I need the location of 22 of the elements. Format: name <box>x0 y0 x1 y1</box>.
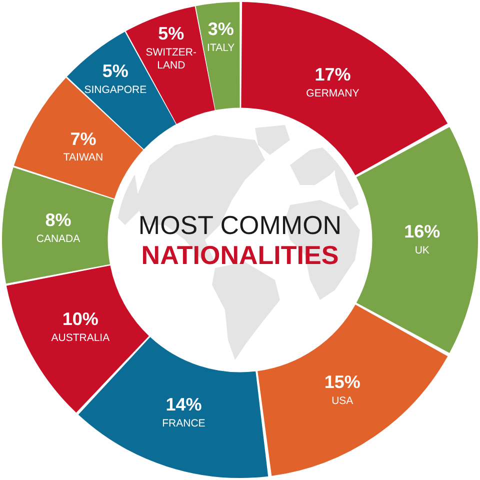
slice-label: FRANCE <box>162 418 206 430</box>
data-label: 14% <box>166 394 202 415</box>
slice-label: ITALY <box>207 42 235 54</box>
slice-label: SWITZER-LAND <box>146 46 198 72</box>
slice-label: TAIWAN <box>63 152 104 164</box>
slice-label: CANADA <box>36 232 80 245</box>
text: NATIONALITIES <box>141 240 339 270</box>
slice-label: SINGAPORE <box>84 84 147 96</box>
data-label: 15% <box>324 372 360 392</box>
data-label: 8% <box>45 210 72 230</box>
data-label: 7% <box>70 128 96 149</box>
slice-label: UK <box>414 244 430 256</box>
data-label: 17% <box>314 64 351 85</box>
data-label: 5% <box>102 60 128 81</box>
slice-label: USA <box>332 395 354 408</box>
slice-label: GERMANY <box>306 88 360 100</box>
data-label: 5% <box>158 24 184 44</box>
slice-label: AUSTRALIA <box>51 332 110 344</box>
data-label: 10% <box>62 309 98 330</box>
data-label: 3% <box>208 19 234 40</box>
data-label: 16% <box>404 221 440 242</box>
text: MOST COMMON <box>138 210 342 240</box>
